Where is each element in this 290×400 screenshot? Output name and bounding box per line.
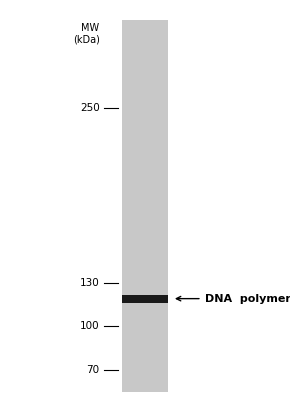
Bar (122, 295, 168, 303)
Text: MW
(kDa): MW (kDa) (73, 23, 99, 44)
Text: 70: 70 (86, 365, 99, 375)
Text: 130: 130 (80, 278, 99, 288)
Bar (122, 20, 168, 392)
Text: DNA  polymerase delta: DNA polymerase delta (205, 294, 290, 304)
Text: 250: 250 (80, 102, 99, 112)
Text: HeLa: HeLa (130, 0, 160, 2)
Text: 100: 100 (80, 321, 99, 331)
